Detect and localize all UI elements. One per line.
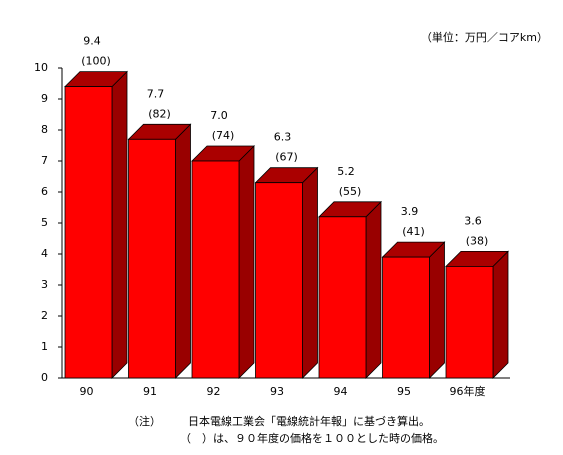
bar: [128, 138, 176, 379]
value-label: 3.6: [464, 214, 482, 227]
bar: [382, 256, 430, 379]
x-tick-label: 93: [270, 385, 284, 398]
x-tick-label: 94: [334, 385, 348, 398]
y-tick-label: 9: [41, 92, 48, 105]
y-tick-label: 8: [41, 123, 48, 136]
y-tick-label: 7: [41, 154, 48, 167]
index-label: (74): [212, 129, 235, 142]
index-label: (67): [275, 151, 298, 164]
value-label: 5.2: [337, 165, 355, 178]
y-tick-label: 4: [41, 247, 48, 260]
x-tick-label: 91: [143, 385, 157, 398]
value-label: 7.0: [210, 109, 228, 122]
index-label: (38): [466, 234, 489, 247]
bar: [64, 86, 113, 379]
note-label: （注）: [128, 414, 161, 428]
x-tick-label: 92: [207, 385, 221, 398]
bar: [318, 216, 367, 379]
note: 日本電線工業会「電線統計年報」に基づき算出。: [188, 414, 430, 428]
bar-side: [238, 145, 255, 379]
y-tick-label: 0: [41, 371, 48, 384]
index-label: (82): [148, 107, 171, 120]
y-tick-label: 1: [41, 340, 48, 353]
index-label: (100): [81, 55, 111, 68]
x-tick-label: 90: [80, 385, 94, 398]
y-tick-label: 3: [41, 278, 48, 291]
bar: [255, 182, 303, 379]
index-label: (55): [339, 185, 362, 198]
bar-side: [429, 241, 445, 379]
bar-side: [365, 200, 382, 379]
y-tick-label: 2: [41, 309, 48, 322]
value-label: 7.7: [147, 87, 165, 100]
bar-side: [302, 166, 318, 379]
unit-note: （単位：万円／コアkm）: [421, 30, 548, 44]
bar-side: [492, 250, 509, 379]
y-tick-label: 6: [41, 185, 48, 198]
index-label: (41): [402, 225, 425, 238]
value-label: 3.9: [401, 205, 419, 218]
note: （ ）は、９０年度の価格を１００とした時の価格。: [180, 431, 444, 445]
bar: [191, 160, 240, 379]
value-label: 9.4: [83, 35, 101, 48]
value-label: 6.3: [274, 131, 292, 144]
bar-side: [175, 123, 191, 379]
x-tick-label: 96年度: [450, 384, 486, 398]
y-tick-label: 5: [41, 216, 48, 229]
bar: [445, 265, 494, 379]
x-tick-label: 95: [397, 385, 411, 398]
bar-side: [111, 70, 128, 379]
y-tick-label: 10: [34, 61, 48, 74]
